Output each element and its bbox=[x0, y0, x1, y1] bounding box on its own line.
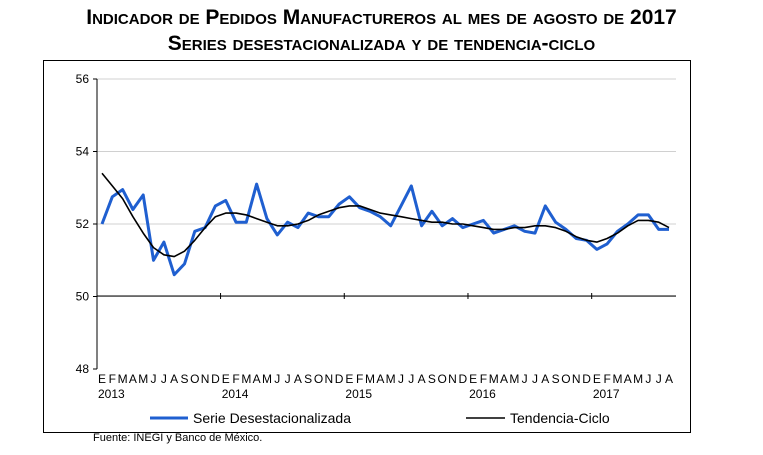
x-month-label: M bbox=[386, 372, 396, 386]
x-month-label: O bbox=[561, 372, 570, 386]
x-month-label: O bbox=[438, 372, 447, 386]
x-month-label: E bbox=[469, 372, 477, 386]
x-month-label: D bbox=[211, 372, 220, 386]
x-month-label: E bbox=[98, 372, 106, 386]
x-month-label: J bbox=[285, 372, 291, 386]
x-month-label: S bbox=[180, 372, 188, 386]
legend-label: Serie Desestacionalizada bbox=[193, 410, 351, 426]
x-month-label: J bbox=[151, 372, 157, 386]
chart-subtitle: Series desestacionalizada y de tendencia… bbox=[167, 32, 596, 55]
x-month-label: A bbox=[376, 372, 384, 386]
x-month-label: M bbox=[365, 372, 375, 386]
x-month-label: A bbox=[253, 372, 261, 386]
x-year-label: 2014 bbox=[222, 387, 249, 401]
x-month-label: O bbox=[314, 372, 323, 386]
y-tick-label: 48 bbox=[76, 362, 90, 376]
x-month-label: N bbox=[572, 372, 581, 386]
x-month-label: F bbox=[603, 372, 610, 386]
y-tick-label: 50 bbox=[76, 290, 90, 304]
x-month-label: J bbox=[645, 372, 651, 386]
x-month-label: S bbox=[552, 372, 560, 386]
x-month-label: A bbox=[294, 372, 302, 386]
x-month-label: J bbox=[398, 372, 404, 386]
x-month-label: A bbox=[541, 372, 549, 386]
x-month-label: J bbox=[408, 372, 414, 386]
x-month-label: D bbox=[335, 372, 344, 386]
y-tick-label: 54 bbox=[76, 145, 90, 159]
x-month-label: J bbox=[161, 372, 167, 386]
x-month-label: S bbox=[428, 372, 436, 386]
legend-label: Tendencia-Ciclo bbox=[510, 410, 610, 426]
chart-title: Indicador de Pedidos Manufactureros al m… bbox=[86, 6, 677, 29]
x-month-label: E bbox=[222, 372, 230, 386]
x-month-label: A bbox=[418, 372, 426, 386]
x-month-label: M bbox=[509, 372, 519, 386]
x-month-label: E bbox=[345, 372, 353, 386]
y-tick-label: 56 bbox=[76, 72, 90, 86]
x-month-label: J bbox=[532, 372, 538, 386]
series-line-tendencia-ciclo bbox=[101, 172, 670, 258]
x-month-label: A bbox=[170, 372, 178, 386]
x-month-label: D bbox=[458, 372, 467, 386]
x-month-label: M bbox=[138, 372, 148, 386]
x-month-label: F bbox=[232, 372, 239, 386]
series-line-desestacionalizada bbox=[100, 182, 669, 277]
source-note: Fuente: INEGI y Banco de México. bbox=[93, 432, 263, 444]
x-month-label: A bbox=[624, 372, 632, 386]
x-month-label: D bbox=[582, 372, 591, 386]
x-month-label: A bbox=[500, 372, 508, 386]
x-month-label: F bbox=[109, 372, 116, 386]
x-month-label: S bbox=[304, 372, 312, 386]
x-month-label: N bbox=[201, 372, 210, 386]
x-month-label: J bbox=[656, 372, 662, 386]
x-year-label: 2017 bbox=[593, 387, 620, 401]
x-month-label: M bbox=[241, 372, 251, 386]
y-tick-label: 52 bbox=[76, 217, 90, 231]
x-month-label: M bbox=[118, 372, 128, 386]
x-year-label: 2016 bbox=[469, 387, 496, 401]
x-month-label: J bbox=[522, 372, 528, 386]
x-month-label: F bbox=[356, 372, 363, 386]
x-month-label: M bbox=[262, 372, 272, 386]
x-month-label: A bbox=[665, 372, 673, 386]
x-month-label: E bbox=[593, 372, 601, 386]
x-month-label: F bbox=[480, 372, 487, 386]
x-year-label: 2013 bbox=[98, 387, 125, 401]
x-month-label: M bbox=[633, 372, 643, 386]
x-year-label: 2015 bbox=[345, 387, 372, 401]
x-month-label: N bbox=[448, 372, 457, 386]
x-month-label: O bbox=[190, 372, 199, 386]
x-month-label: M bbox=[489, 372, 499, 386]
x-month-label: J bbox=[274, 372, 280, 386]
x-month-label: N bbox=[324, 372, 333, 386]
x-month-label: M bbox=[612, 372, 622, 386]
chart-frame: 48 50 52 54 56 E F M A M J J A S O N D E F M A M J J A S O N D E F M A M J… bbox=[43, 60, 691, 433]
x-month-label: A bbox=[129, 372, 137, 386]
